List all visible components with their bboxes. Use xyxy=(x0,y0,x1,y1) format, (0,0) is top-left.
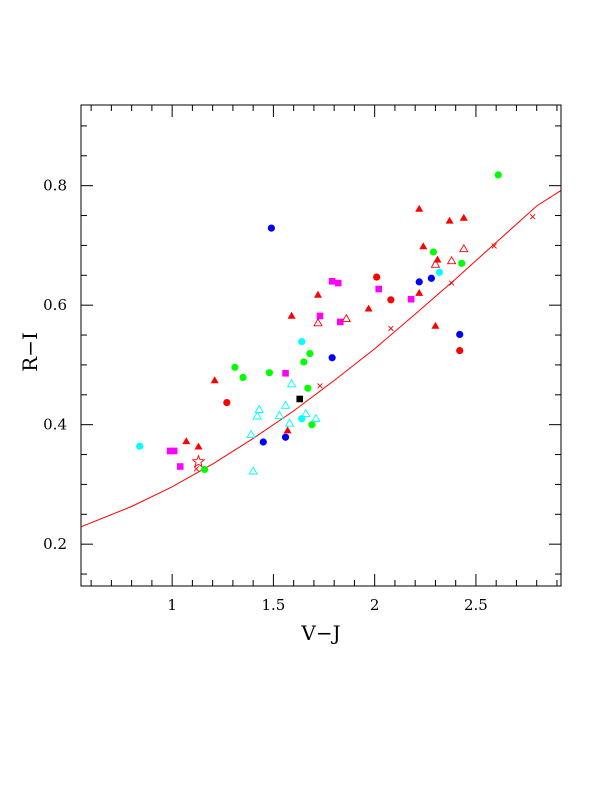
x-tick-label: 2 xyxy=(370,596,380,614)
red-cross-point xyxy=(448,280,455,286)
red-cross-point xyxy=(529,214,536,220)
tick-labels-layer: 1 1.5 2 2.5 0.2 0.4 0.6 0.8 xyxy=(43,177,488,614)
y-tick-label: 0.6 xyxy=(43,296,67,314)
blue-filled-circle-point xyxy=(456,330,464,339)
blue-filled-circle-point xyxy=(328,354,336,362)
ticks-layer xyxy=(81,105,561,586)
red-cross-point xyxy=(388,325,394,332)
red-filled-triangle-point xyxy=(314,290,322,298)
x-tick-label: 1.5 xyxy=(261,596,285,614)
red-open-star-point xyxy=(191,454,206,468)
cyan-filled-circle-point xyxy=(136,442,144,450)
red-open-triangle-point xyxy=(341,313,352,323)
magenta-filled-square-point xyxy=(328,277,336,285)
red-filled-triangle-point xyxy=(445,216,454,224)
green-filled-circle-point xyxy=(304,384,312,392)
blue-filled-circle-point xyxy=(415,278,423,286)
plot-frame xyxy=(80,104,562,587)
cyan-open-triangle-point xyxy=(286,378,297,388)
cyan-open-triangle-point xyxy=(301,408,311,418)
red-filled-triangle-point xyxy=(287,311,296,319)
green-filled-circle-point xyxy=(300,358,308,366)
green-filled-circle-point xyxy=(308,421,316,429)
blue-filled-circle-point xyxy=(267,224,275,232)
cyan-open-triangle-point xyxy=(246,429,256,439)
fit-curve xyxy=(80,189,562,528)
magenta-filled-square-point xyxy=(176,463,184,470)
red-filled-triangle-point xyxy=(283,426,292,434)
red-open-triangle-point xyxy=(430,259,441,268)
red-filled-triangle-point xyxy=(431,321,440,329)
y-axis-title: R−I xyxy=(18,332,42,372)
red-cross-point xyxy=(193,466,200,472)
y-tick-label: 0.8 xyxy=(43,177,67,195)
blue-filled-circle-point xyxy=(427,274,435,282)
red-filled-triangle-point xyxy=(415,289,424,296)
red-filled-circle-point xyxy=(373,273,381,281)
red-filled-triangle-point xyxy=(459,213,468,221)
green-filled-circle-point xyxy=(265,369,273,377)
y-tick-label: 0.2 xyxy=(43,535,67,553)
red-filled-circle-point xyxy=(456,346,464,355)
x-axis-title: V−J xyxy=(300,621,340,645)
red-filled-triangle-point xyxy=(415,204,424,212)
green-filled-circle-point xyxy=(494,171,502,179)
green-filled-circle-point xyxy=(306,349,314,358)
red-filled-triangle-point xyxy=(182,437,191,445)
fit-curve-layer xyxy=(80,189,562,528)
magenta-filled-square-point xyxy=(166,447,174,455)
red-cross-point xyxy=(491,243,497,249)
black-filled-square-point xyxy=(296,395,304,403)
red-open-triangle-point xyxy=(459,243,469,253)
cyan-open-triangle-point xyxy=(284,418,295,427)
red-filled-circle-point xyxy=(387,296,395,304)
cyan-open-triangle-point xyxy=(280,400,291,409)
blue-filled-circle-point xyxy=(281,433,290,441)
cyan-open-triangle-point xyxy=(311,413,321,422)
red-filled-triangle-point xyxy=(419,242,428,250)
magenta-filled-square-point xyxy=(316,312,324,320)
green-filled-circle-point xyxy=(200,465,209,474)
cyan-open-triangle-point xyxy=(248,466,258,475)
cyan-open-triangle-point xyxy=(274,410,285,419)
green-filled-circle-point xyxy=(458,259,466,267)
red-open-triangle-point xyxy=(446,255,457,265)
x-tick-label: 1 xyxy=(167,596,177,614)
magenta-filled-square-point xyxy=(282,369,289,377)
green-filled-circle-point xyxy=(239,373,247,382)
red-open-triangle-point xyxy=(313,318,323,327)
red-cross-point xyxy=(317,383,323,389)
magenta-filled-square-point xyxy=(375,285,383,293)
red-filled-triangle-point xyxy=(364,304,373,312)
green-filled-circle-point xyxy=(231,363,239,371)
red-filled-triangle-point xyxy=(194,442,203,450)
cyan-open-triangle-point xyxy=(254,404,264,413)
magenta-filled-square-point xyxy=(336,318,344,326)
cyan-filled-circle-point xyxy=(435,268,444,276)
cyan-open-triangle-point xyxy=(252,411,262,420)
blue-filled-circle-point xyxy=(259,438,267,446)
magenta-filled-square-point xyxy=(334,279,342,287)
red-filled-circle-point xyxy=(223,398,231,407)
green-filled-circle-point xyxy=(429,248,438,256)
red-filled-triangle-point xyxy=(210,376,219,384)
x-tick-label: 2.5 xyxy=(464,596,488,614)
cyan-filled-circle-point xyxy=(298,338,306,346)
y-tick-label: 0.4 xyxy=(43,416,67,434)
data-points-layer xyxy=(136,171,536,475)
magenta-filled-square-point xyxy=(407,295,415,303)
magenta-filled-square-point xyxy=(170,447,178,455)
